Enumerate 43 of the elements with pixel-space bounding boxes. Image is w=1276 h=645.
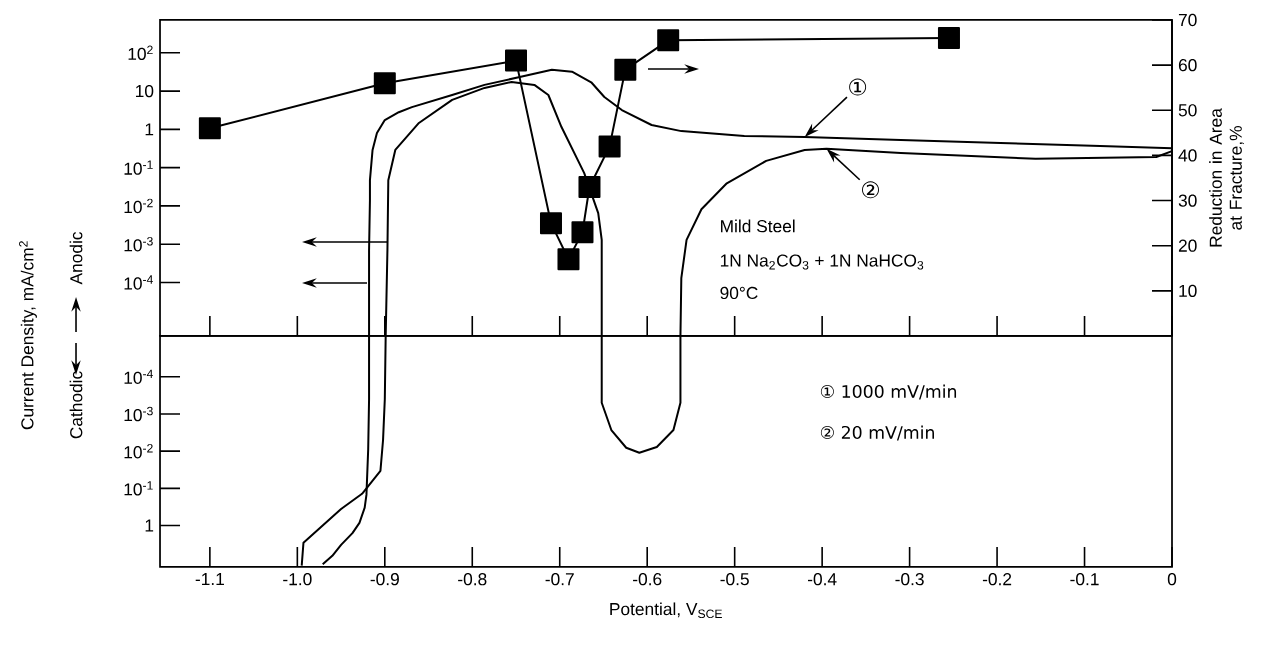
y2-tick-label: 20 [1178,239,1197,252]
y-tick-label: 1 [145,519,154,532]
y-tick-label: 10$^{2}$ [128,45,153,61]
y2-tick-label: 30 [1178,194,1197,207]
y-tick-label: 10$^{-1}$ [124,481,153,496]
y-tick-label: 1 [145,123,154,136]
x-tick-label: -0.6 [633,573,662,586]
x-tick-label: -0.7 [545,573,574,586]
x-tick-label: -0.1 [1070,573,1099,586]
annotation: 90°C [720,286,758,300]
y-tick-label: 10$^{-1}$ [124,160,153,175]
annotation: ② 20 mV/min [820,425,934,441]
annotation: Mild Steel [721,219,795,233]
y-tick-label: 10$^{-3}$ [124,236,153,252]
y2-tick-label: 70 [1178,13,1197,27]
text: Anodic [69,231,83,285]
x-tick-label: -0.5 [720,573,749,586]
x-tick-label: 0 [1167,573,1177,586]
x-tick-label: -1.0 [283,573,312,586]
y2-tick-label: 10 [1179,284,1197,297]
annotation: ① 1000 mV/min [820,384,957,400]
y-tick-label: 10$^{-2}$ [124,198,153,214]
annotation: ② [862,181,879,199]
x-axis-title: Potential, V$_{SCE}$ [610,602,722,619]
annotation: 1N Na$_{2}$CO$_{3}$ + 1N NaHCO$_{3}$ [720,254,924,270]
x-tick-label: -0.8 [458,573,487,586]
x-tick-label: -0.9 [370,573,399,586]
y-axis-title: Current Density, mA/cm$^{2}$ [19,241,37,430]
x-tick-label: -0.2 [982,573,1012,586]
text: Cathodic [69,371,83,439]
y-tick-label: 10$^{-3}$ [124,406,153,422]
x-tick-label: -1.1 [195,573,224,585]
y2-tick-label: 50 [1178,104,1197,117]
y2-tick-label: 60 [1178,59,1197,72]
x-tick-label: -0.3 [895,573,924,586]
y2-axis-title: Reduction in Area at Fracture,% [1209,108,1244,247]
x-tick-label: -0.4 [807,573,837,586]
y-tick-label: 10$^{-4}$ [124,369,153,384]
y2-tick-label: 40 [1178,149,1197,162]
y-tick-label: 10$^{-2}$ [124,443,153,459]
y-tick-label: 10$^{-4}$ [124,275,153,290]
annotation: ① [849,78,867,96]
y-tick-label: 10 [136,84,154,98]
